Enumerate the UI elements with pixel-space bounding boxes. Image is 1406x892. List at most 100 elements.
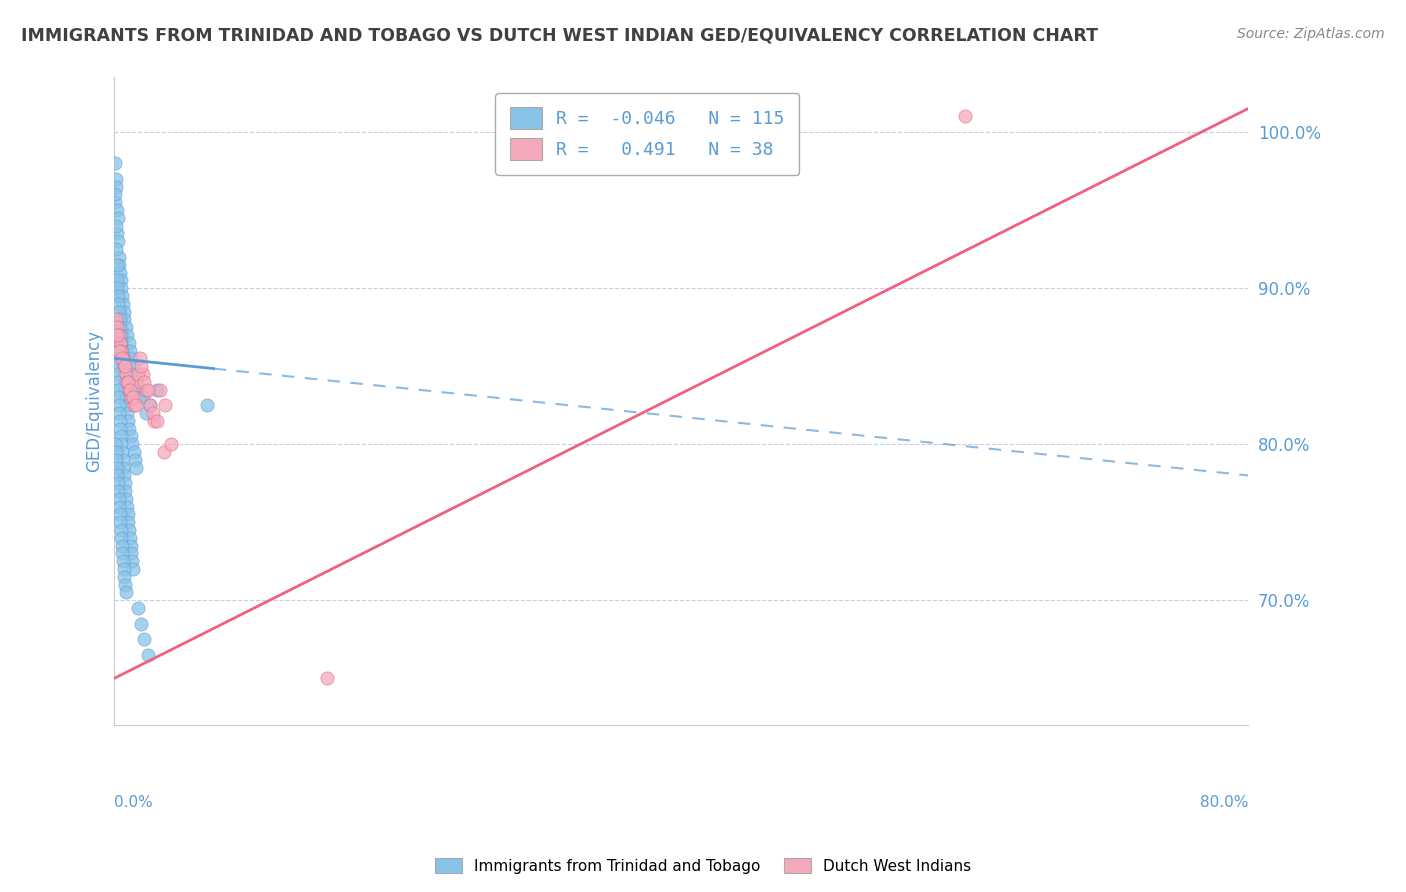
Point — [117, 414, 139, 428]
Point — [122, 398, 145, 412]
Point — [108, 500, 131, 514]
Point — [105, 375, 128, 389]
Point — [118, 531, 141, 545]
Point — [131, 359, 153, 373]
Point — [110, 273, 132, 287]
Point — [107, 398, 129, 412]
Point — [104, 437, 127, 451]
Text: 0.0%: 0.0% — [114, 796, 153, 810]
Point — [110, 515, 132, 529]
Point — [121, 359, 143, 373]
Point — [105, 452, 128, 467]
Point — [146, 383, 169, 397]
Point — [108, 304, 131, 318]
Point — [112, 312, 135, 326]
Point — [112, 554, 135, 568]
Point — [153, 445, 176, 459]
Point — [105, 460, 128, 475]
Point — [115, 500, 138, 514]
Point — [107, 289, 129, 303]
Point — [114, 359, 136, 373]
Point — [112, 460, 135, 475]
Point — [132, 367, 155, 381]
Point — [114, 476, 136, 491]
Point — [110, 421, 132, 435]
Point — [107, 250, 129, 264]
Point — [105, 327, 128, 342]
Point — [149, 383, 172, 397]
Point — [105, 203, 128, 218]
Point — [115, 390, 138, 404]
Point — [111, 445, 134, 459]
Point — [114, 585, 136, 599]
Point — [143, 414, 166, 428]
Point — [108, 508, 131, 522]
Point — [108, 320, 131, 334]
Point — [115, 327, 138, 342]
Point — [155, 398, 177, 412]
Point — [108, 335, 131, 350]
Point — [128, 367, 150, 381]
Point — [120, 429, 142, 443]
Point — [117, 335, 139, 350]
Point — [112, 562, 135, 576]
Point — [108, 406, 131, 420]
Point — [125, 375, 148, 389]
Point — [195, 398, 218, 412]
Point — [111, 452, 134, 467]
Point — [108, 414, 131, 428]
Point — [118, 383, 141, 397]
Point — [105, 359, 128, 373]
Point — [115, 398, 138, 412]
Text: Source: ZipAtlas.com: Source: ZipAtlas.com — [1237, 27, 1385, 41]
Point — [135, 406, 157, 420]
Point — [110, 429, 132, 443]
Point — [121, 390, 143, 404]
Point — [105, 367, 128, 381]
Point — [104, 445, 127, 459]
Point — [118, 421, 141, 435]
Legend: R =  -0.046   N = 115, R =   0.491   N = 38: R = -0.046 N = 115, R = 0.491 N = 38 — [495, 93, 799, 175]
Point — [129, 390, 152, 404]
Point — [107, 211, 129, 225]
Point — [107, 483, 129, 498]
Point — [134, 632, 156, 647]
Point — [139, 398, 162, 412]
Point — [121, 437, 143, 451]
Point — [111, 289, 134, 303]
Point — [107, 235, 129, 249]
Point — [122, 367, 145, 381]
Point — [316, 671, 339, 685]
Point — [105, 227, 128, 241]
Point — [104, 312, 127, 326]
Point — [105, 258, 128, 272]
Point — [114, 577, 136, 591]
Point — [111, 296, 134, 310]
Point — [120, 539, 142, 553]
Point — [128, 601, 150, 615]
Point — [117, 383, 139, 397]
Point — [117, 375, 139, 389]
Point — [114, 375, 136, 389]
Point — [142, 406, 165, 420]
Point — [104, 335, 127, 350]
Point — [104, 195, 127, 210]
Point — [139, 398, 162, 412]
Point — [108, 343, 131, 358]
Point — [104, 156, 127, 170]
Point — [122, 445, 145, 459]
Point — [125, 383, 148, 397]
Point — [112, 468, 135, 483]
Point — [120, 546, 142, 560]
Point — [114, 367, 136, 381]
Point — [104, 172, 127, 186]
Point — [118, 343, 141, 358]
Point — [115, 375, 138, 389]
Point — [112, 570, 135, 584]
Point — [110, 531, 132, 545]
Point — [104, 351, 127, 366]
Point — [110, 343, 132, 358]
Point — [146, 414, 169, 428]
Point — [108, 312, 131, 326]
Legend: Immigrants from Trinidad and Tobago, Dutch West Indians: Immigrants from Trinidad and Tobago, Dut… — [429, 852, 977, 880]
